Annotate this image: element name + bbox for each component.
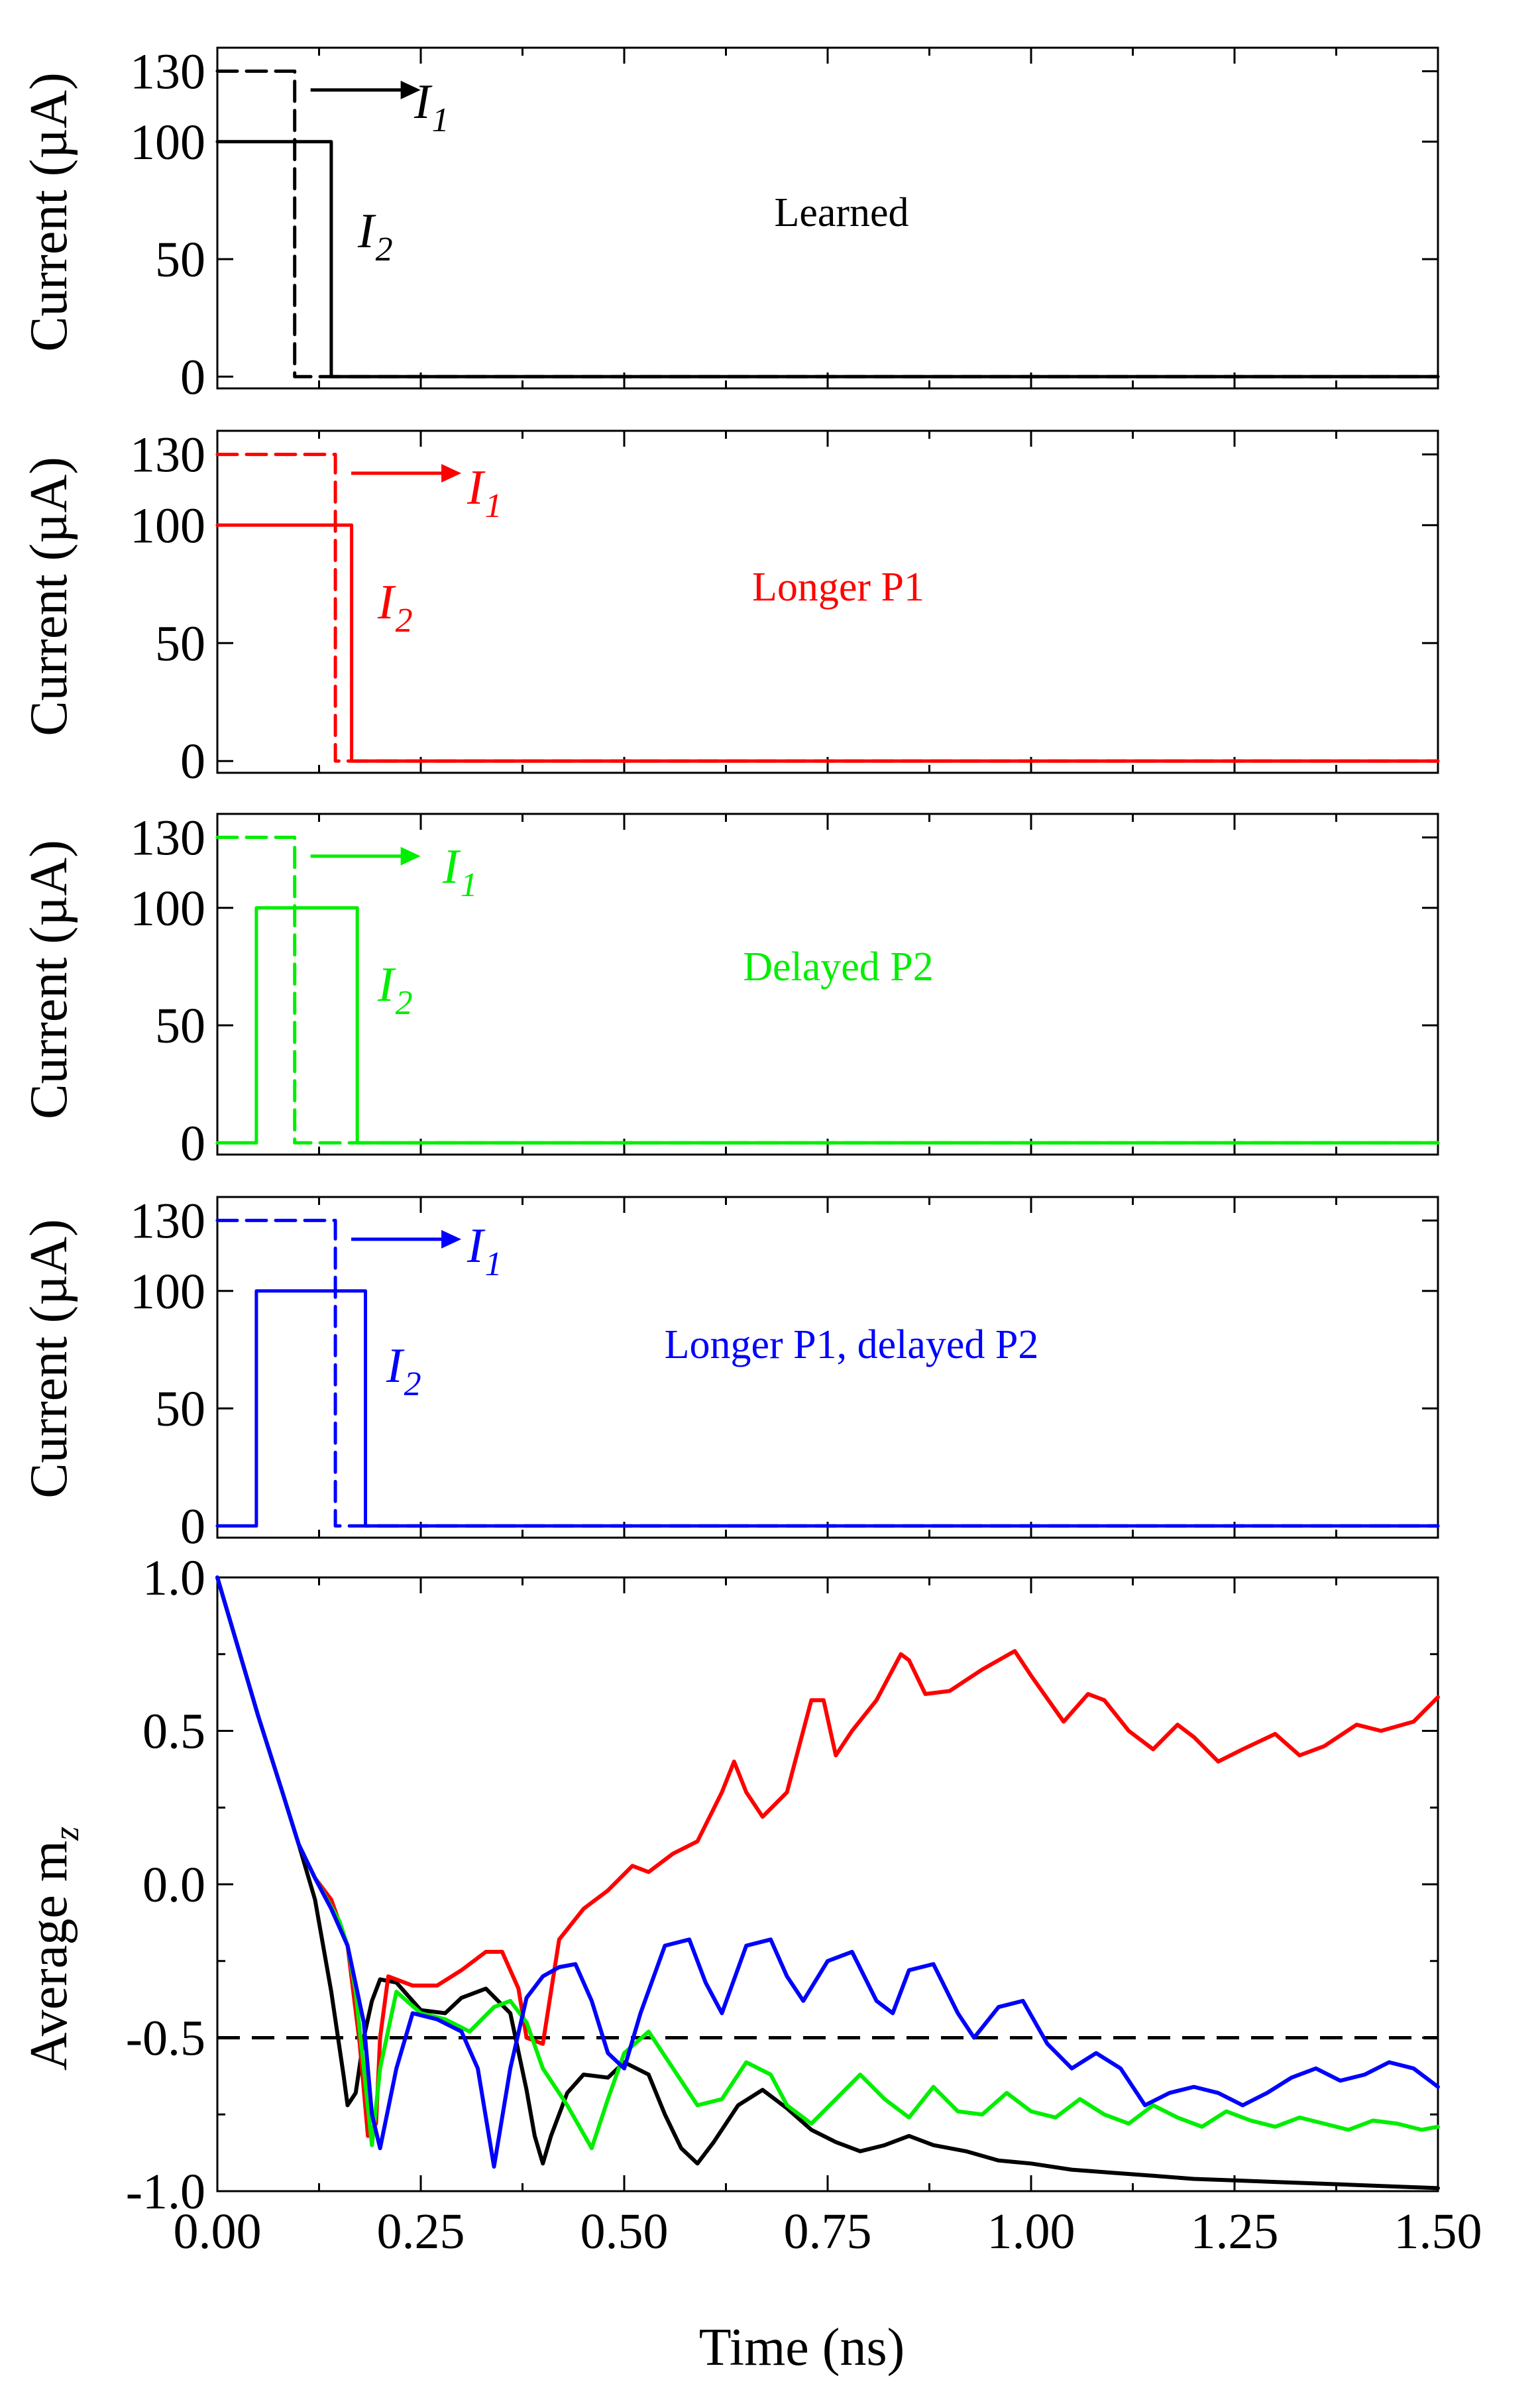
i2-label-sub: 2	[404, 1365, 421, 1403]
i1-label-letter: I	[442, 840, 461, 894]
annotation-learned: Learned	[774, 190, 908, 235]
series-line-learned	[215, 1575, 1440, 2191]
y-tick-label: 100	[130, 115, 205, 170]
panel-ylabel: Current (µA)	[20, 1219, 78, 1499]
y-tick-label: 50	[155, 232, 205, 288]
x-tick-label: 1.25	[1191, 2204, 1279, 2259]
x-tick-label: 0.75	[784, 2204, 872, 2259]
i1-label: I1	[442, 840, 478, 904]
y-tick-label: 100	[130, 498, 205, 553]
panel-ylabel: Average mz	[20, 1827, 86, 2071]
y-tick-label: 100	[130, 1264, 205, 1320]
series-line-i2	[215, 1289, 1440, 1528]
x-tick-label: 1.50	[1394, 2204, 1482, 2259]
i2-label: I2	[377, 575, 413, 640]
i1-arrow-head	[400, 80, 421, 99]
series-line-delayed-p2	[215, 1575, 1440, 2151]
x-tick-label: 0.25	[377, 2204, 465, 2259]
i1-label: I1	[413, 75, 449, 139]
y-tick-label: -1.0	[126, 2164, 205, 2220]
y-tick-label: 0	[180, 1115, 205, 1171]
i1-label-sub: 1	[485, 1245, 502, 1283]
i2-label-sub: 2	[396, 984, 413, 1022]
y-tick-label: 50	[155, 998, 205, 1054]
y-tick-label: 100	[130, 881, 205, 937]
i2-label-sub: 2	[396, 602, 413, 640]
y-tick-label: 0.5	[142, 1704, 205, 1760]
panel-ylabel: Current (µA)	[20, 840, 78, 1119]
y-tick-label: 0	[180, 349, 205, 405]
i1-label: I1	[467, 1219, 502, 1283]
annotation-delayed-p2: Delayed P2	[743, 944, 934, 990]
x-axis-label: Time (ns)	[699, 2318, 905, 2377]
x-tick-label: 0.00	[174, 2204, 262, 2259]
x-tick-label: 1.00	[987, 2204, 1075, 2259]
i1-arrow-head	[441, 1229, 462, 1249]
y-tick-label: 50	[155, 616, 205, 671]
y-tick-label: 50	[155, 1381, 205, 1437]
series-line-i2	[215, 906, 1440, 1145]
series-line-longer-p1-delayed-p2	[215, 1575, 1440, 2169]
i2-label-letter: I	[357, 204, 376, 258]
i2-label-letter: I	[377, 958, 396, 1012]
i2-label: I2	[377, 958, 413, 1022]
panel-ylabel-sub: z	[46, 1827, 86, 1841]
panel-ylabel: Current (µA)	[20, 72, 78, 352]
i1-label-letter: I	[467, 461, 486, 515]
y-tick-label: 130	[130, 44, 205, 99]
i1-label: I1	[467, 461, 502, 525]
y-tick-label: 0.0	[142, 1857, 205, 1913]
i1-label-letter: I	[413, 75, 433, 129]
i2-label-letter: I	[386, 1339, 405, 1393]
annotation-longer-p1-delayed-p2: Longer P1, delayed P2	[665, 1322, 1039, 1367]
panel-average-mz: Average mz Time (ns) -1.0 -0.5 0.0 0.5 1.0 0.…	[20, 1550, 1482, 2377]
y-tick-label: 130	[130, 427, 205, 483]
panel-ylabel-text: Average m	[20, 1841, 78, 2071]
y-tick-label: 130	[130, 1193, 205, 1249]
y-tick-label: 0	[180, 1499, 205, 1554]
y-tick-label: -0.5	[126, 2011, 205, 2067]
i1-arrow-head	[441, 464, 462, 483]
i1-label-sub: 1	[461, 866, 478, 904]
i2-label-letter: I	[377, 575, 396, 630]
i2-label: I2	[357, 204, 393, 268]
i1-label-letter: I	[467, 1219, 486, 1273]
y-tick-label: 130	[130, 810, 205, 866]
annotation-longer-p1: Longer P1	[752, 565, 924, 610]
series-line-i2	[215, 523, 1440, 763]
i1-label-sub: 1	[485, 487, 502, 525]
y-tick-label: 0	[180, 734, 205, 789]
i1-label-sub: 1	[432, 101, 449, 139]
i2-label-sub: 2	[376, 231, 393, 268]
i1-arrow-head	[400, 846, 421, 866]
series-line-i2	[215, 140, 1440, 378]
x-tick-label: 0.50	[580, 2204, 669, 2259]
i2-label: I2	[386, 1339, 421, 1403]
panel-ylabel: Current (µA)	[20, 457, 78, 736]
y-tick-label: 1.0	[142, 1550, 205, 1606]
panel-longer-p1-delayed-p2: Current (µA) Longer P1, delayed P2 I1 I2…	[20, 1193, 1440, 1554]
